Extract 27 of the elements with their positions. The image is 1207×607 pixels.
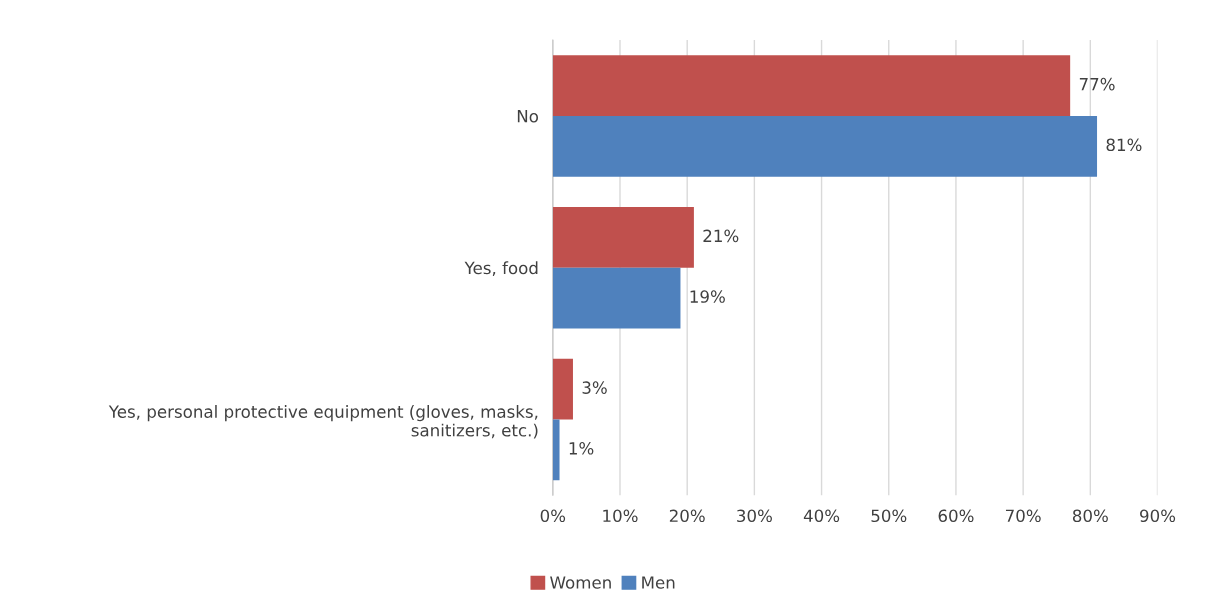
data-label: 21% — [703, 229, 739, 243]
x-tick-label: 30% — [737, 509, 772, 523]
data-label: 1% — [569, 442, 594, 455]
data-label: 77% — [1079, 77, 1115, 91]
y-tick-label: No — [517, 110, 538, 123]
data-label: 3% — [582, 381, 607, 394]
bar — [552, 358, 573, 420]
bar — [552, 115, 1098, 177]
data-label: 81% — [1106, 138, 1142, 152]
legend-label: Women — [550, 576, 611, 589]
x-tick-label: 80% — [1072, 509, 1108, 523]
legend-label: Men — [642, 576, 675, 589]
x-tick-label: 70% — [1005, 509, 1041, 523]
x-tick-label: 0% — [540, 509, 566, 523]
x-tick-label: 50% — [871, 509, 907, 523]
data-label: 19% — [690, 290, 725, 303]
y-tick-label: Yes, personal protective equipment (gloves, masks, sanitizers, etc.) — [108, 405, 538, 439]
bar — [552, 206, 694, 268]
bar — [552, 419, 560, 481]
bar — [552, 267, 681, 329]
x-tick-label: 10% — [603, 509, 638, 523]
x-tick-label: 20% — [669, 509, 705, 523]
x-tick-label: 90% — [1140, 509, 1176, 523]
bar — [552, 55, 1071, 116]
y-tick-label: Yes, food — [464, 261, 538, 276]
x-tick-label: 60% — [938, 509, 974, 523]
x-tick-label: 40% — [803, 509, 840, 523]
